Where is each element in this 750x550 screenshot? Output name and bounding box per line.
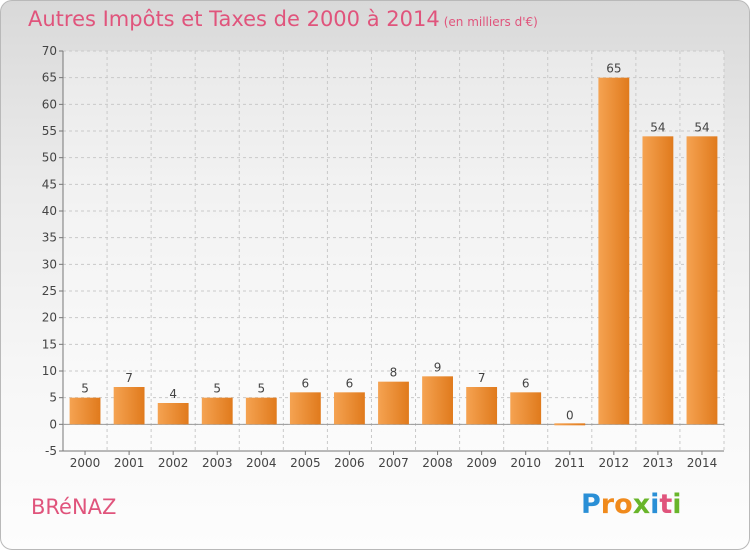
- x-tick-label-2009: 2009: [466, 456, 497, 470]
- data-label-2011: 0: [566, 408, 574, 422]
- x-tick-label-2008: 2008: [422, 456, 453, 470]
- x-tick-label-2012: 2012: [599, 456, 630, 470]
- logo-letter: o: [614, 489, 633, 520]
- y-tick-label: 60: [42, 97, 57, 111]
- y-tick-label: 40: [42, 204, 57, 218]
- x-tick-label-2000: 2000: [70, 456, 101, 470]
- x-tick-label-2006: 2006: [334, 456, 365, 470]
- x-tick-label-2005: 2005: [290, 456, 321, 470]
- bar-2007: [378, 381, 409, 425]
- bar-2001: [113, 387, 145, 425]
- data-label-2010: 6: [522, 376, 530, 390]
- bar-2002: [157, 403, 189, 425]
- bar-2010: [510, 392, 542, 425]
- x-tick-label-2004: 2004: [246, 456, 277, 470]
- data-label-2012: 65: [606, 62, 621, 76]
- data-label-2007: 8: [390, 366, 398, 380]
- proxiti-logo: Proxiti: [581, 489, 682, 520]
- bar-2009: [466, 387, 498, 425]
- y-tick-label: 10: [42, 364, 57, 378]
- y-tick-label: 70: [42, 44, 57, 58]
- bars: [69, 77, 718, 426]
- x-tick-label-2002: 2002: [158, 456, 189, 470]
- x-axis: 2000 2001 2002 2003 2004 2005 2006 2007 2008 2009…: [63, 423, 724, 470]
- y-tick-label: 20: [42, 311, 57, 325]
- y-tick-label: 25: [42, 284, 57, 298]
- data-label-2013: 54: [650, 120, 665, 134]
- bar-2000: [69, 397, 101, 425]
- data-label-2002: 4: [169, 387, 177, 401]
- data-label-2006: 6: [346, 376, 354, 390]
- y-tick-label: 55: [42, 124, 57, 138]
- bar-2012: [598, 77, 630, 425]
- y-tick-label: 65: [42, 71, 57, 85]
- logo-letter: t: [659, 489, 673, 520]
- bar-2004: [245, 397, 277, 425]
- data-label-2014: 54: [694, 120, 709, 134]
- data-label-2000: 5: [81, 382, 89, 396]
- data-label-2005: 6: [302, 376, 310, 390]
- logo-letter: P: [581, 489, 601, 520]
- bar-2003: [201, 397, 233, 425]
- y-tick-label: 30: [42, 257, 57, 271]
- x-tick-label-2010: 2010: [510, 456, 541, 470]
- y-tick-label: 45: [42, 177, 57, 191]
- data-labels: 5 7 4 5 5 6 6 8 9 7 6 0 65 54 54: [81, 62, 709, 423]
- logo-letter: i: [672, 489, 682, 520]
- bar-2005: [289, 392, 321, 425]
- logo-letter: i: [650, 489, 660, 520]
- bar-2006: [334, 392, 365, 425]
- y-tick-label: 5: [49, 391, 57, 405]
- logo-letter: r: [600, 489, 615, 520]
- data-label-2001: 7: [125, 371, 133, 385]
- data-label-2003: 5: [213, 382, 221, 396]
- y-tick-label: 0: [49, 417, 57, 431]
- bar-2011: [554, 423, 586, 426]
- x-tick-label-2003: 2003: [202, 456, 233, 470]
- data-label-2009: 7: [478, 371, 486, 385]
- y-tick-label: -5: [45, 444, 57, 458]
- x-tick-label-2013: 2013: [643, 456, 674, 470]
- data-label-2008: 9: [434, 360, 442, 374]
- y-tick-label: 50: [42, 151, 57, 165]
- y-tick-label: 35: [42, 231, 57, 245]
- y-axis: -5 0 5 10 15 20 25 30 35 40 45 50 55 60 65 70: [42, 44, 64, 458]
- bar-2013: [642, 136, 674, 425]
- commune-name: BRéNAZ: [31, 495, 117, 519]
- chart-subtitle: (en milliers d'€): [443, 15, 538, 29]
- logo-letter: x: [632, 489, 651, 520]
- data-label-2004: 5: [257, 382, 265, 396]
- x-tick-label-2007: 2007: [378, 456, 409, 470]
- x-tick-label-2001: 2001: [114, 456, 145, 470]
- x-tick-label-2014: 2014: [687, 456, 718, 470]
- bar-2014: [686, 136, 718, 425]
- x-tick-label-2011: 2011: [554, 456, 585, 470]
- chart-title-text: Autres Impôts et Taxes de 2000 à 2014: [28, 7, 440, 31]
- chart-title: Autres Impôts et Taxes de 2000 à 2014 (en…: [28, 7, 538, 31]
- y-tick-label: 15: [42, 337, 57, 351]
- bar-2008: [422, 376, 453, 425]
